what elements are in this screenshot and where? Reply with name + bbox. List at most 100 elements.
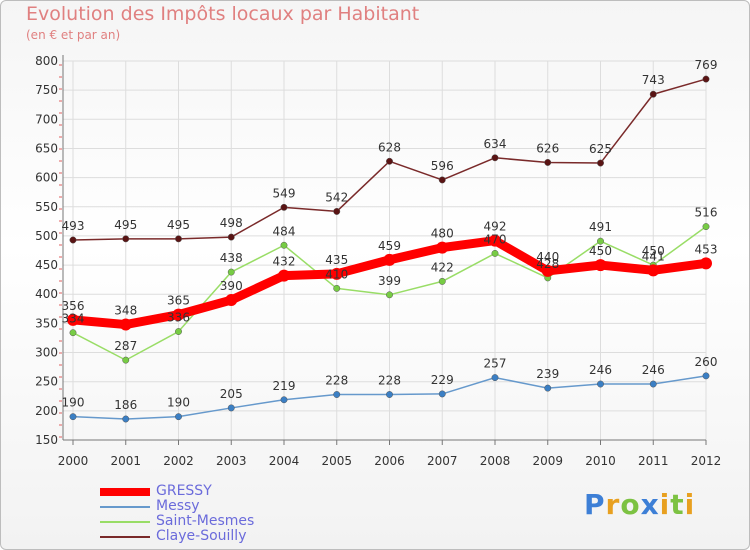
data-point [227, 404, 235, 412]
data-point [438, 176, 446, 184]
data-label: 495 [114, 218, 137, 232]
data-point [280, 241, 288, 249]
data-label: 628 [378, 140, 401, 154]
data-point [544, 384, 552, 392]
y-tick-label: 300 [35, 346, 58, 360]
data-point [172, 308, 185, 321]
data-point [280, 396, 288, 404]
data-point [597, 159, 604, 167]
y-tick-label: 700 [35, 112, 58, 126]
x-tick-label: 2002 [163, 454, 194, 468]
x-tick-label: 2004 [269, 454, 300, 468]
data-label: 336 [167, 311, 190, 325]
data-point [647, 264, 660, 277]
y-tick-label: 500 [35, 229, 58, 243]
data-label: 348 [114, 304, 137, 318]
x-tick-label: 2006 [374, 454, 405, 468]
data-label: 205 [220, 387, 243, 401]
data-point [227, 268, 235, 276]
data-label: 495 [167, 218, 190, 232]
legend-item: GRESSY [100, 483, 300, 500]
data-point [280, 203, 288, 211]
data-point [122, 235, 130, 243]
x-tick-label: 2001 [110, 454, 141, 468]
data-label: 484 [273, 224, 296, 238]
data-label: 459 [378, 239, 401, 253]
data-label: 435 [325, 253, 348, 267]
data-label: 438 [220, 251, 243, 265]
data-label: 186 [114, 398, 137, 412]
data-point [122, 415, 130, 423]
data-label: 440 [536, 250, 559, 264]
data-point [69, 236, 77, 244]
data-label: 516 [695, 206, 718, 220]
data-point [67, 313, 79, 326]
data-label: 229 [431, 373, 454, 387]
data-point [491, 154, 499, 162]
data-label: 542 [325, 190, 348, 204]
legend-swatch [100, 521, 150, 523]
data-label: 432 [273, 255, 296, 269]
y-tick-label: 750 [35, 83, 58, 97]
y-tick-label: 450 [35, 258, 58, 272]
legend-swatch [100, 506, 150, 508]
chart-title: Evolution des Impôts locaux par Habitant [26, 3, 420, 25]
data-label: 399 [378, 274, 401, 288]
data-label: 228 [325, 374, 348, 388]
data-point [225, 294, 238, 307]
data-point [436, 241, 449, 254]
data-label: 498 [220, 216, 243, 230]
data-label: 625 [589, 142, 612, 156]
data-point [702, 75, 710, 83]
data-label: 769 [695, 58, 718, 72]
data-label: 246 [589, 363, 612, 377]
data-point [227, 233, 235, 241]
data-point [491, 249, 499, 257]
legend-item: Saint-Mesmes [100, 513, 300, 530]
data-label: 422 [431, 260, 454, 274]
data-point [438, 277, 446, 285]
data-label: 634 [484, 137, 507, 151]
x-tick-label: 2011 [638, 454, 669, 468]
chart-subtitle: (en € et par an) [26, 28, 121, 42]
data-label: 219 [273, 379, 296, 393]
y-tick-label: 200 [35, 404, 58, 418]
data-point [597, 380, 604, 388]
legend-item: Claye-Souilly [100, 528, 300, 545]
y-tick-label: 150 [35, 433, 58, 447]
y-tick-label: 650 [35, 141, 58, 155]
data-label: 470 [484, 232, 507, 246]
data-point [333, 207, 341, 215]
data-point [278, 269, 290, 282]
data-label: 441 [642, 249, 665, 263]
x-tick-label: 2012 [691, 454, 722, 468]
data-point [69, 413, 77, 421]
data-point [594, 259, 607, 272]
data-label: 492 [484, 220, 507, 234]
data-label: 491 [589, 220, 612, 234]
x-tick-label: 2003 [216, 454, 247, 468]
data-point [700, 257, 712, 270]
x-tick-label: 2008 [480, 454, 511, 468]
data-point [386, 291, 393, 299]
data-point [489, 234, 501, 247]
data-point [438, 390, 446, 398]
data-point [175, 235, 182, 243]
data-label: 480 [431, 227, 454, 241]
data-point [330, 267, 343, 280]
x-tick-label: 2000 [58, 454, 89, 468]
data-label: 549 [273, 186, 296, 200]
data-point [333, 284, 341, 292]
data-label: 190 [62, 396, 85, 410]
legend-swatch [100, 536, 150, 538]
data-point [333, 391, 341, 398]
legend-label: Saint-Mesmes [156, 513, 255, 529]
legend-label: Messy [156, 498, 200, 514]
data-point [649, 90, 657, 98]
data-point [386, 157, 393, 165]
data-point [702, 372, 710, 380]
data-point [649, 380, 657, 388]
data-label: 365 [167, 294, 190, 308]
